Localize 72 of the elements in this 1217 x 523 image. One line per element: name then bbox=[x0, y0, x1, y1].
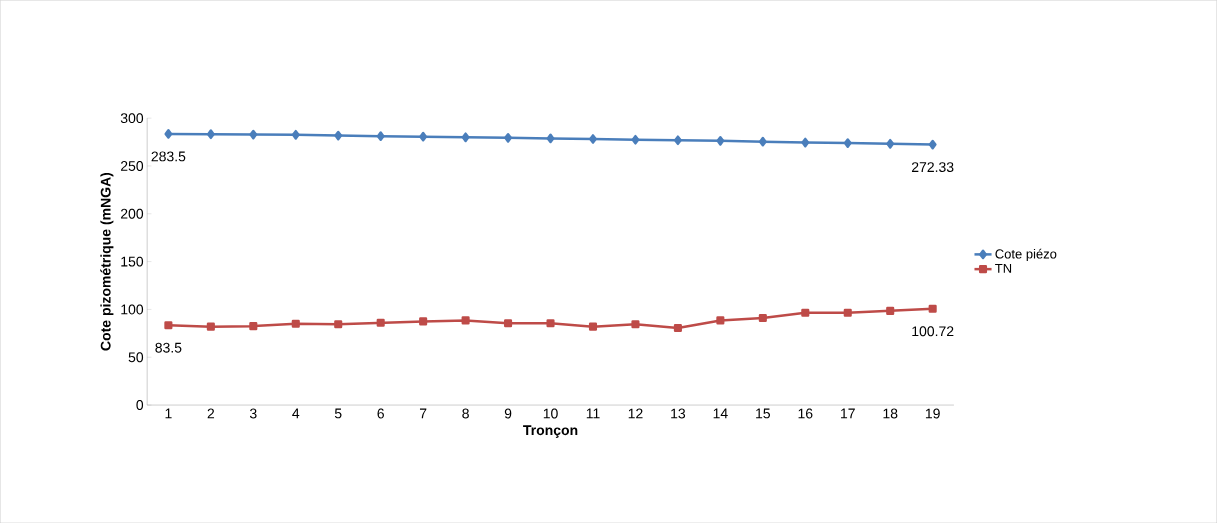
point bbox=[376, 131, 385, 141]
point bbox=[673, 135, 682, 145]
data-label: 83.5 bbox=[155, 342, 182, 353]
point bbox=[504, 132, 513, 143]
x-tick-label: 18 bbox=[883, 408, 898, 419]
point bbox=[249, 322, 258, 331]
point bbox=[291, 319, 300, 328]
data-label: 272.33 bbox=[911, 162, 954, 172]
x-tick-label: 8 bbox=[462, 408, 469, 419]
x-tick-label: 17 bbox=[841, 408, 855, 419]
point bbox=[588, 322, 598, 331]
point bbox=[546, 133, 555, 144]
x-tick-label: 1 bbox=[165, 408, 172, 419]
x-tick-label: 15 bbox=[756, 408, 771, 419]
y-tick-label: 250 bbox=[120, 160, 144, 171]
x-tick-label: 11 bbox=[586, 408, 600, 419]
y-tick-label: 0 bbox=[136, 399, 144, 410]
point bbox=[928, 304, 937, 313]
x-tick-label: 13 bbox=[671, 408, 686, 419]
x-tick-label: 4 bbox=[292, 408, 300, 419]
point bbox=[758, 313, 767, 322]
point bbox=[716, 135, 725, 146]
point bbox=[631, 134, 640, 145]
point bbox=[758, 136, 767, 147]
y-tick-label: 50 bbox=[128, 352, 144, 363]
x-tick-label: 14 bbox=[713, 408, 728, 419]
point bbox=[928, 139, 937, 150]
point bbox=[589, 134, 597, 144]
point bbox=[376, 318, 385, 327]
point bbox=[419, 317, 428, 326]
x-tick-label: 3 bbox=[249, 408, 257, 419]
point bbox=[206, 129, 215, 139]
point bbox=[164, 321, 173, 330]
x-tick-label: 2 bbox=[207, 408, 215, 419]
point bbox=[164, 128, 173, 139]
point bbox=[801, 308, 810, 317]
x-tick-label: 12 bbox=[628, 408, 643, 419]
point bbox=[249, 129, 258, 140]
point bbox=[334, 320, 343, 329]
point bbox=[886, 306, 895, 315]
x-tick-label: 10 bbox=[543, 408, 558, 419]
point bbox=[419, 131, 428, 142]
point bbox=[631, 320, 640, 329]
x-tick-label: 16 bbox=[798, 408, 813, 419]
data-label: 283.5 bbox=[151, 151, 186, 162]
point bbox=[801, 137, 810, 148]
point bbox=[673, 323, 682, 333]
point bbox=[886, 138, 895, 149]
y-tick-label: 150 bbox=[121, 256, 144, 267]
point bbox=[843, 308, 852, 317]
point bbox=[461, 316, 470, 325]
y-tick-label: 100 bbox=[121, 304, 144, 315]
point bbox=[334, 130, 343, 141]
x-tick-label: 9 bbox=[504, 408, 512, 419]
point bbox=[504, 319, 513, 328]
x-tick-label: 6 bbox=[377, 408, 384, 419]
x-axis-title: Tronçon bbox=[523, 425, 578, 438]
point bbox=[716, 316, 725, 325]
point bbox=[291, 129, 300, 140]
y-tick-label: 300 bbox=[120, 113, 144, 123]
x-tick-label: 19 bbox=[925, 408, 940, 419]
point bbox=[461, 132, 470, 143]
point bbox=[843, 138, 852, 148]
y-axis-title: Cote pizométrique (mNGA) bbox=[100, 172, 114, 351]
y-tick-label: 200 bbox=[120, 208, 144, 219]
legend-label: TN bbox=[995, 263, 1012, 273]
point bbox=[546, 319, 555, 328]
data-label: 100.72 bbox=[912, 326, 954, 337]
x-tick-label: 5 bbox=[334, 408, 342, 419]
point bbox=[206, 322, 215, 331]
legend-label: Cote piézo bbox=[995, 248, 1057, 262]
x-tick-label: 7 bbox=[419, 408, 427, 419]
